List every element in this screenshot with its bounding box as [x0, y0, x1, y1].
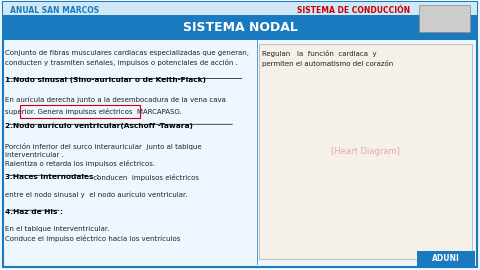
Text: Regulan   la  función  cardiaca  y
permiten el automatismo del corazón: Regulan la función cardiaca y permiten e…: [262, 50, 393, 68]
Bar: [417, 251, 475, 266]
Bar: [3, 2, 477, 36]
Bar: [259, 44, 472, 259]
FancyBboxPatch shape: [3, 2, 477, 266]
Text: 1.Nodo sinusal (Sino-auricular o de Keith-Flack): 1.Nodo sinusal (Sino-auricular o de Keit…: [5, 77, 206, 83]
Text: conducen  impulsos eléctricos: conducen impulsos eléctricos: [91, 174, 199, 181]
Text: 3.Haces internodales :: 3.Haces internodales :: [5, 174, 99, 180]
Text: SISTEMA DE CONDUCCIÓN: SISTEMA DE CONDUCCIÓN: [298, 6, 410, 15]
Text: ADUNI: ADUNI: [432, 254, 460, 263]
Text: En el tabique interventricular.
Conduce el impulso eléctrico hacia los ventrícul: En el tabique interventricular. Conduce …: [5, 226, 181, 242]
Text: ANUAL SAN MARCOS: ANUAL SAN MARCOS: [10, 6, 99, 15]
Text: 4.Haz de His :: 4.Haz de His :: [5, 209, 63, 215]
Text: [Heart Diagram]: [Heart Diagram]: [331, 147, 400, 156]
Text: 2.Nodo aurículo ventricular(Aschoff -Tawara): 2.Nodo aurículo ventricular(Aschoff -Taw…: [5, 123, 193, 129]
Text: SISTEMA NODAL: SISTEMA NODAL: [182, 21, 298, 34]
Text: Porción inferior del surco interauricular  junto al tabique
interventricular .
R: Porción inferior del surco interauricula…: [5, 143, 202, 167]
Text: En aurícula derecha junto a la desembocadura de la vena cava: En aurícula derecha junto a la desemboca…: [5, 96, 227, 103]
Text: Conjunto de fibras musculares cardiacas especializadas que generan,
conducten y : Conjunto de fibras musculares cardiacas …: [5, 50, 250, 66]
Text: superior. Genera impulsos eléctricos  MARCAPASO.: superior. Genera impulsos eléctricos MAR…: [5, 108, 182, 115]
Bar: [420, 5, 470, 32]
Text: entre el nodo sinusal y  el nodo aurículo ventricular.: entre el nodo sinusal y el nodo aurículo…: [5, 191, 188, 198]
Bar: [3, 15, 477, 40]
